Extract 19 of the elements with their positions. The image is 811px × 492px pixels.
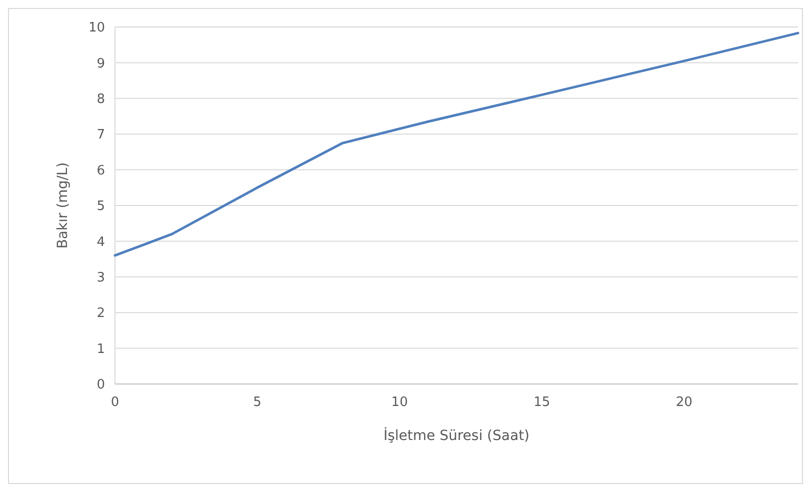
y-tick-label: 0 bbox=[96, 378, 105, 393]
x-tick-label: 10 bbox=[391, 395, 408, 410]
y-tick-label: 9 bbox=[96, 56, 105, 72]
y-tick-label: 6 bbox=[96, 163, 105, 178]
x-tick-label: 20 bbox=[676, 395, 692, 410]
y-tick-label: 8 bbox=[96, 92, 105, 107]
y-tick-label: 3 bbox=[96, 270, 105, 286]
x-axis-title: İşletme Süresi (Saat) bbox=[383, 427, 530, 444]
y-axis-title: Bakır (mg/L) bbox=[55, 162, 71, 249]
y-tick-label: 2 bbox=[96, 306, 105, 322]
y-tick-label: 7 bbox=[96, 128, 105, 143]
y-tick-label: 5 bbox=[96, 199, 105, 214]
y-tick-label: 1 bbox=[96, 342, 105, 357]
line-series bbox=[114, 32, 800, 257]
x-tick-label: 0 bbox=[110, 395, 120, 410]
x-tick-label: 5 bbox=[253, 395, 262, 410]
y-tick-label: 4 bbox=[96, 234, 105, 250]
x-tick-label: 15 bbox=[534, 395, 550, 410]
y-tick-label: 10 bbox=[88, 20, 105, 36]
